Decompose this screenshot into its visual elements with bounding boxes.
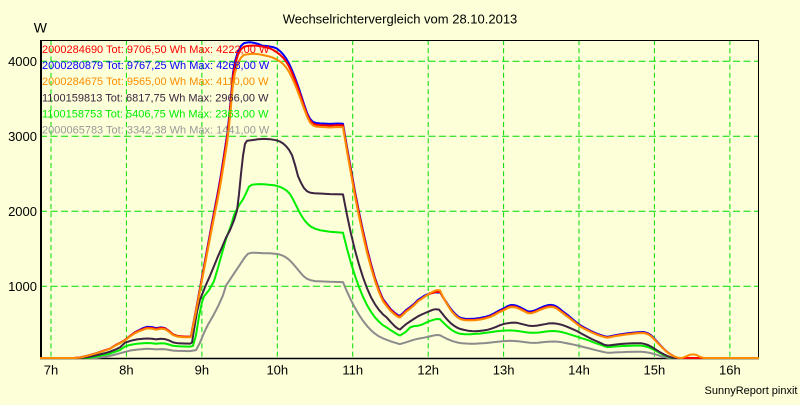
svg-text:11h: 11h: [342, 363, 363, 378]
svg-text:W: W: [34, 20, 48, 36]
svg-text:14h: 14h: [568, 363, 590, 378]
svg-text:1100158753 Tot: 5406,75 Wh Max: 1100158753 Tot: 5406,75 Wh Max: 2363,00 …: [42, 108, 269, 120]
svg-text:8h: 8h: [119, 363, 133, 378]
svg-text:2000284675 Tot: 9565,00 Wh Max: 2000284675 Tot: 9565,00 Wh Max: 4110,00 …: [42, 76, 269, 88]
svg-text:4000: 4000: [8, 54, 37, 69]
svg-text:16h: 16h: [719, 363, 741, 378]
svg-text:Wechselrichtervergleich vom 28: Wechselrichtervergleich vom 28.10.2013: [283, 12, 518, 27]
svg-text:2000284690 Tot: 9706,50 Wh Max: 2000284690 Tot: 9706,50 Wh Max: 4222,00 …: [42, 44, 270, 56]
svg-text:1100159813 Tot: 6817,75 Wh Max: 1100159813 Tot: 6817,75 Wh Max: 2966,00 …: [42, 92, 269, 104]
svg-text:7h: 7h: [44, 363, 58, 378]
svg-text:2000280879 Tot: 9767,25 Wh Max: 2000280879 Tot: 9767,25 Wh Max: 4268,00 …: [42, 60, 270, 72]
svg-text:9h: 9h: [195, 363, 209, 378]
svg-text:3000: 3000: [8, 129, 37, 144]
svg-text:SunnyReport pinxit: SunnyReport pinxit: [705, 385, 798, 397]
svg-text:13h: 13h: [493, 363, 515, 378]
svg-text:15h: 15h: [644, 363, 666, 378]
svg-text:1000: 1000: [8, 279, 37, 294]
svg-text:10h: 10h: [266, 363, 288, 378]
svg-text:12h: 12h: [417, 363, 439, 378]
svg-text:2000: 2000: [8, 204, 37, 219]
svg-text:2000065783 Tot: 3342,38 Wh Max: 2000065783 Tot: 3342,38 Wh Max: 1441,00 …: [42, 125, 270, 137]
